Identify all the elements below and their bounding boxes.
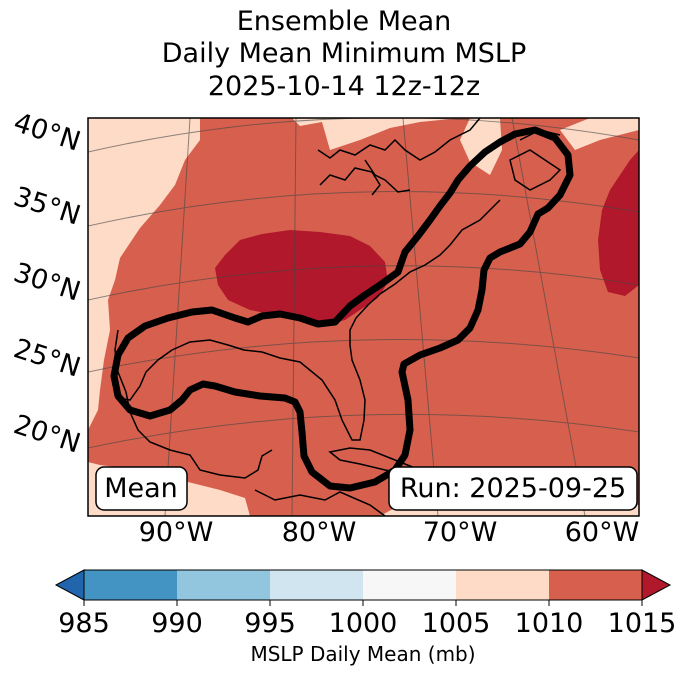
colorbar-tick-label-1005: 1005 <box>422 608 491 639</box>
mslp-1010-region <box>88 118 639 516</box>
run-label: Run: 2025-09-25 <box>400 473 626 504</box>
colorbar-tick-label-1015: 1015 <box>608 608 677 639</box>
title-line-2: Daily Mean Minimum MSLP <box>161 38 527 69</box>
mslp-1005-notch-east <box>560 118 639 150</box>
lon-label-80: 80°W <box>282 517 357 548</box>
colorbar: 985 990 995 1000 1005 1010 1015 MSLP Daily Mea… <box>54 569 677 666</box>
ensemble-contour <box>110 126 574 492</box>
mslp-1015-east <box>598 150 639 296</box>
mean-label: Mean <box>104 473 178 504</box>
lat-label-40: 40°N <box>10 107 84 158</box>
colorbar-tick-label-995: 995 <box>244 608 296 639</box>
mean-box: Mean <box>95 466 188 511</box>
lat-label-25: 25°N <box>10 333 84 384</box>
graticule <box>88 118 639 516</box>
colorbar-cell-2 <box>270 570 363 600</box>
colorbar-tick-label-985: 985 <box>58 608 110 639</box>
colorbar-cell-3 <box>363 570 456 600</box>
colorbar-over-extend <box>641 569 672 601</box>
title-line-3: 2025-10-14 12z-12z <box>207 71 481 102</box>
colorbar-cell-5 <box>549 570 642 600</box>
colorbar-tick-label-1000: 1000 <box>329 608 398 639</box>
mslp-1015-central <box>215 230 388 325</box>
map-frame <box>87 117 640 517</box>
colorbar-label: MSLP Daily Mean (mb) <box>250 642 475 666</box>
lon-label-90: 90°W <box>139 517 214 548</box>
colorbar-tick-label-1010: 1010 <box>515 608 584 639</box>
colorbar-cell-4 <box>456 570 549 600</box>
colorbar-cell-0 <box>84 570 177 600</box>
lon-label-60: 60°W <box>565 517 640 548</box>
longitude-labels: 90°W 80°W 70°W 60°W <box>139 517 640 548</box>
colorbar-cell-1 <box>177 570 270 600</box>
lat-label-20: 20°N <box>10 409 84 460</box>
lat-label-35: 35°N <box>10 181 84 232</box>
lon-label-70: 70°W <box>423 517 498 548</box>
title-line-1: Ensemble Mean <box>236 6 452 37</box>
colorbar-under-extend <box>54 569 85 601</box>
run-box: Run: 2025-09-25 <box>388 466 638 511</box>
map-panel: Mean Run: 2025-09-25 <box>88 118 639 516</box>
latitude-labels: 40°N 35°N 30°N 25°N 20°N <box>10 107 84 460</box>
lat-label-30: 30°N <box>10 257 84 308</box>
colorbar-tick-label-990: 990 <box>151 608 203 639</box>
